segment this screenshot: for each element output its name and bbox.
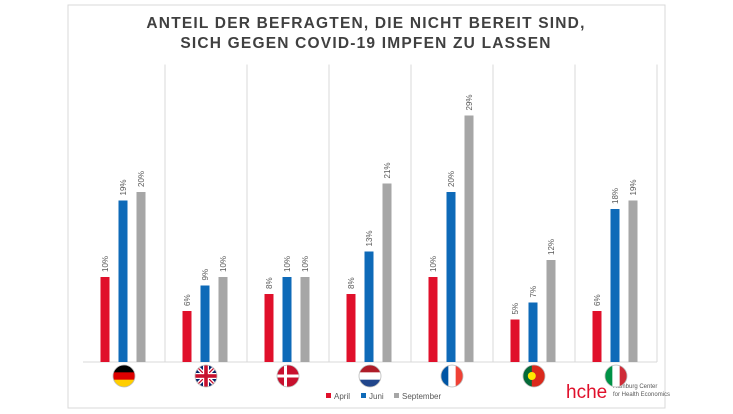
bar	[364, 251, 374, 362]
value-label: 21%	[383, 162, 392, 178]
flag-stripe	[448, 365, 457, 387]
bar	[446, 192, 456, 362]
bar	[464, 115, 474, 362]
flag-stripe	[612, 365, 621, 387]
flag-shadow	[112, 364, 136, 388]
legend-swatch	[394, 393, 399, 398]
flag-cross	[204, 365, 208, 387]
value-label: 13%	[365, 230, 374, 246]
value-label: 29%	[465, 94, 474, 110]
bar	[610, 209, 620, 362]
bar	[628, 200, 638, 362]
value-label: 5%	[511, 303, 520, 315]
bar	[528, 302, 538, 362]
logo-text: hche	[566, 382, 607, 403]
value-label: 19%	[629, 179, 638, 195]
value-label: 6%	[183, 294, 192, 306]
logo-line: for Health Economics	[613, 392, 670, 398]
value-label: 12%	[547, 239, 556, 255]
flag-shadow	[358, 364, 382, 388]
bar	[510, 319, 520, 362]
flag	[113, 365, 135, 387]
value-label: 6%	[593, 294, 602, 306]
flag	[359, 365, 381, 387]
bar	[118, 200, 128, 362]
flag	[277, 365, 299, 387]
bar	[546, 260, 556, 362]
legend-swatch	[361, 393, 366, 398]
flag	[441, 365, 463, 387]
logo-line: Hamburg Center	[613, 384, 657, 390]
value-label: 10%	[101, 256, 110, 272]
value-label: 8%	[265, 277, 274, 289]
legend-label: September	[402, 392, 441, 401]
legend-swatch	[326, 393, 331, 398]
bar	[282, 277, 292, 362]
flag-shadow	[522, 364, 546, 388]
value-label: 19%	[119, 179, 128, 195]
flag-stripe	[605, 365, 613, 387]
value-label: 9%	[201, 269, 210, 281]
bar	[592, 311, 602, 362]
bar	[264, 294, 274, 362]
value-label: 18%	[611, 188, 620, 204]
bar	[300, 277, 310, 362]
flag-stripe	[455, 365, 463, 387]
value-label: 10%	[283, 256, 292, 272]
legend-label: Juni	[369, 392, 384, 401]
flag-stripe	[113, 379, 135, 387]
value-label: 20%	[137, 171, 146, 187]
value-label: 7%	[529, 286, 538, 298]
flag	[195, 365, 217, 387]
flag-cross	[284, 365, 287, 387]
flag-stripe	[359, 372, 381, 381]
bar	[200, 285, 210, 362]
flag-shadow	[604, 364, 628, 388]
flag-stripe	[619, 365, 627, 387]
bar	[136, 192, 146, 362]
bar	[218, 277, 228, 362]
flag-shadow	[276, 364, 300, 388]
flag-stripe	[113, 372, 135, 381]
chart-frame	[67, 4, 666, 409]
flag	[523, 365, 545, 387]
flag-emblem	[527, 372, 536, 380]
value-label: 10%	[219, 256, 228, 272]
flag-stripe	[441, 365, 449, 387]
value-label: 10%	[301, 256, 310, 272]
bar	[428, 277, 438, 362]
flag-stripe	[359, 365, 381, 373]
bar	[182, 311, 192, 362]
legend-label: April	[334, 392, 350, 401]
bar	[382, 183, 392, 362]
chart-title: ANTEIL DER BEFRAGTEN, DIE NICHT BEREIT S…	[146, 15, 586, 52]
value-label: 10%	[429, 256, 438, 272]
flag-stripe	[359, 379, 381, 387]
flag-field	[523, 365, 532, 387]
flag	[605, 365, 627, 387]
flag-cross	[277, 374, 299, 378]
value-label: 8%	[347, 277, 356, 289]
flag-shadow	[440, 364, 464, 388]
bar	[346, 294, 356, 362]
bar	[100, 277, 110, 362]
flag-stripe	[113, 365, 135, 373]
flag-shadow	[194, 364, 218, 388]
value-label: 20%	[447, 171, 456, 187]
